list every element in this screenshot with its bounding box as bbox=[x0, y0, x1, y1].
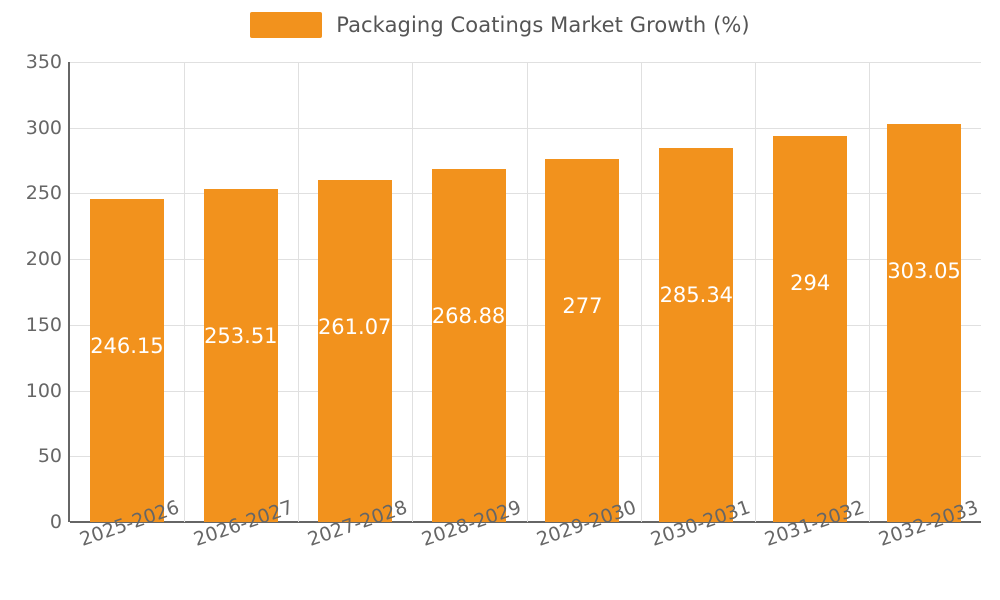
bar-slot: 261.07 bbox=[298, 62, 412, 522]
vertical-gridline bbox=[868, 62, 870, 522]
x-tick-slot: 2030-2031 bbox=[639, 496, 753, 600]
bar-value-label: 285.34 bbox=[659, 282, 734, 307]
vertical-gridline bbox=[640, 62, 642, 522]
bar-slot: 268.88 bbox=[412, 62, 526, 522]
bar-value-label: 303.05 bbox=[887, 259, 961, 284]
gridline-100 bbox=[70, 390, 981, 392]
bar-value-label: 294 bbox=[790, 271, 831, 296]
gridline-300 bbox=[70, 127, 981, 129]
x-tick-slot: 2031-2032 bbox=[753, 496, 867, 600]
plot-area: 350 300 250 200 150 100 50 0 246.15 bbox=[26, 51, 981, 533]
bar-2026-2027[interactable]: 253.51 bbox=[203, 189, 278, 522]
x-axis-line bbox=[70, 521, 981, 523]
gridline-350 bbox=[70, 62, 981, 63]
bar-slot: 277 bbox=[526, 62, 640, 522]
x-tick-slot: 2028-2029 bbox=[410, 496, 524, 600]
gridline-250 bbox=[70, 193, 981, 195]
bar-slot: 285.34 bbox=[639, 62, 753, 522]
y-tick-label: 350 bbox=[25, 51, 62, 73]
y-tick-label: 250 bbox=[25, 182, 62, 205]
y-tick-label: 0 bbox=[49, 511, 62, 533]
x-tick-slot: 2025-2026 bbox=[68, 496, 182, 600]
vertical-gridline bbox=[412, 62, 414, 522]
bar-value-label: 246.15 bbox=[90, 334, 164, 359]
bar-2025-2026[interactable]: 246.15 bbox=[89, 199, 164, 522]
x-tick-slot: 2029-2030 bbox=[525, 496, 639, 600]
y-tick-label: 100 bbox=[25, 379, 62, 402]
bar-value-label: 253.51 bbox=[204, 324, 278, 349]
x-tick-slot: 2027-2028 bbox=[296, 496, 410, 600]
y-tick-label: 300 bbox=[25, 116, 62, 139]
bar-2032-2033[interactable]: 303.05 bbox=[887, 124, 962, 522]
y-tick-label: 150 bbox=[25, 313, 62, 336]
bar-value-label: 261.07 bbox=[317, 314, 392, 339]
bar-slot: 253.51 bbox=[184, 62, 298, 522]
vertical-gridline bbox=[754, 62, 756, 522]
bar-slot: 303.05 bbox=[867, 62, 981, 522]
x-axis-tick-labels: 2025-2026 2026-2027 2027-2028 2028-2029 … bbox=[68, 496, 981, 600]
bar-2028-2029[interactable]: 268.88 bbox=[431, 169, 506, 522]
bar-series: 246.15 253.51 261.07 268.88 277 bbox=[70, 62, 981, 522]
y-tick-label: 50 bbox=[37, 445, 62, 468]
vertical-gridline bbox=[526, 62, 528, 522]
bar-2031-2032[interactable]: 294 bbox=[773, 136, 848, 522]
gridline-150 bbox=[70, 324, 981, 326]
x-tick-slot: 2026-2027 bbox=[182, 496, 296, 600]
bar-2027-2028[interactable]: 261.07 bbox=[317, 179, 392, 522]
legend-color-swatch bbox=[250, 12, 323, 38]
gridline-50 bbox=[70, 456, 981, 458]
bar-2030-2031[interactable]: 285.34 bbox=[659, 147, 734, 522]
vertical-gridline bbox=[298, 62, 300, 522]
chart-legend: Packaging Coatings Market Growth (%) bbox=[0, 12, 1000, 38]
y-tick-label: 200 bbox=[25, 248, 62, 271]
bar-value-label: 277 bbox=[562, 293, 603, 318]
bar-2029-2030[interactable]: 277 bbox=[545, 158, 620, 522]
legend-label: Packaging Coatings Market Growth (%) bbox=[336, 13, 750, 37]
bar-slot: 294 bbox=[753, 62, 867, 522]
gridline-200 bbox=[70, 259, 981, 261]
vertical-gridline bbox=[184, 62, 186, 522]
bar-slot: 246.15 bbox=[70, 62, 184, 522]
x-tick-slot: 2032-2033 bbox=[867, 496, 981, 600]
bar-value-label: 268.88 bbox=[431, 304, 506, 329]
